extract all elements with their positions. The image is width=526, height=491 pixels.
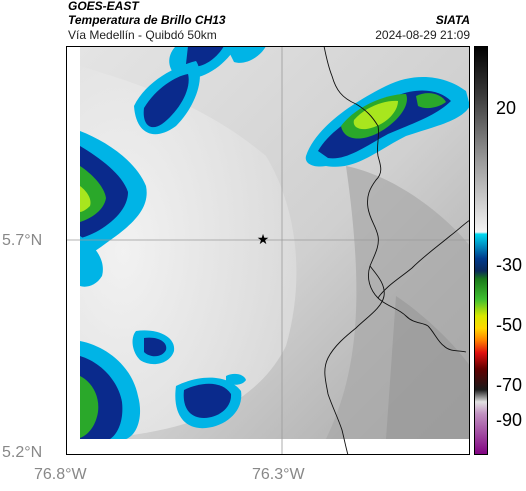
cold-cloud-top-northeast bbox=[305, 76, 470, 167]
colorbar-tick-minus30: -30 bbox=[496, 255, 523, 275]
department-boundaries bbox=[323, 46, 470, 455]
star-icon: ★ bbox=[257, 232, 270, 248]
satellite-title: GOES-EAST bbox=[68, 0, 139, 13]
region-subtitle: Vía Medellín - Quibdó 50km bbox=[68, 28, 217, 42]
lon-label-left: 76.8°W bbox=[34, 466, 87, 483]
colorbar-tick-minus50: -50 bbox=[496, 315, 523, 335]
colorbar-tick-20: 20 bbox=[496, 98, 517, 118]
agency-label: SIATA bbox=[435, 13, 470, 27]
lat-label-bottom: 5.2°N bbox=[2, 444, 43, 461]
map-frame bbox=[66, 46, 470, 455]
colorbar bbox=[474, 46, 488, 455]
colorbar-tick-minus90: -90 bbox=[496, 410, 523, 430]
colorbar-tick-minus70: -70 bbox=[496, 375, 523, 395]
cold-cloud-top-southwest bbox=[80, 330, 246, 439]
datetime-label: 2024-08-29 21:09 bbox=[375, 28, 470, 42]
brightness-temperature-map: ★ bbox=[66, 46, 470, 455]
product-title: Temperatura de Brillo CH13 bbox=[68, 13, 226, 27]
cold-cloud-top-north bbox=[134, 46, 266, 135]
cold-cloud-top-west bbox=[80, 131, 147, 287]
lat-label-top: 5.7°N bbox=[2, 232, 43, 249]
lon-label-right: 76.3°W bbox=[252, 466, 305, 483]
